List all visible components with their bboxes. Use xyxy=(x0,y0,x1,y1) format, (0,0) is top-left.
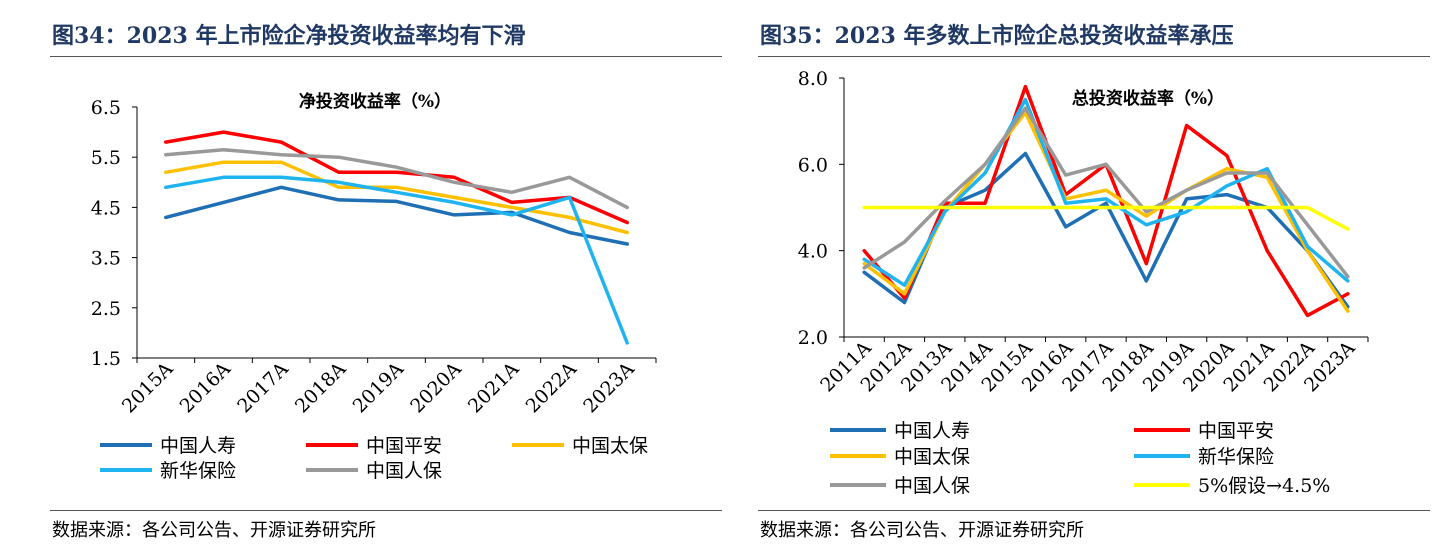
right-legend-label: 新华保险 xyxy=(1198,446,1274,468)
left-bottom-rule xyxy=(50,510,722,511)
right-figure-title: 图35：2023 年多数上市险企总投资收益率承压 xyxy=(760,23,1234,49)
right-figure-panel: 图35：2023 年多数上市险企总投资收益率承压 2.0 4.0 6.0 8.0 201… xyxy=(728,0,1456,559)
left-x-tick-label: 2022A xyxy=(522,358,582,418)
left-x-tick-label: 2019A xyxy=(349,358,409,418)
right-series-line xyxy=(862,106,1350,279)
left-series-line xyxy=(164,175,629,345)
right-legend-label: 中国人寿 xyxy=(894,420,970,442)
right-chart-title: 总投资收益率（%） xyxy=(1072,88,1224,109)
left-chart-title: 净投资收益率（%） xyxy=(299,91,451,112)
right-series-line xyxy=(862,205,1350,231)
left-y-tick-label: 2.5 xyxy=(91,298,121,320)
right-y-tick-label: 2.0 xyxy=(798,327,828,349)
left-top-rule xyxy=(50,56,722,57)
left-x-tick-label: 2017A xyxy=(233,358,293,418)
left-x-tick-label: 2023A xyxy=(579,358,639,418)
left-y-tick-label: 3.5 xyxy=(91,248,121,270)
left-series-line xyxy=(164,185,629,246)
right-y-tick-label: 8.0 xyxy=(798,68,828,90)
left-source-note: 数据来源：各公司公告、开源证券研究所 xyxy=(52,520,376,541)
left-x-tick-label: 2020A xyxy=(406,358,466,418)
left-x-tick-label: 2021A xyxy=(464,358,524,418)
left-y-tick-label: 6.5 xyxy=(91,97,121,119)
right-y-tick-label: 4.0 xyxy=(798,241,828,263)
left-x-tick-label: 2015A xyxy=(118,358,178,418)
left-legend-label: 中国人寿 xyxy=(160,435,236,457)
right-bottom-rule xyxy=(758,510,1430,511)
right-series-line xyxy=(862,110,1350,313)
left-series-line xyxy=(164,147,629,210)
left-y-tick-label: 5.5 xyxy=(91,147,121,169)
left-y-tick-label: 4.5 xyxy=(91,197,121,219)
left-series-line xyxy=(164,160,629,235)
left-chart: 1.52.53.54.55.56.52015A2016A2017A2018A20… xyxy=(91,91,657,482)
left-legend-label: 中国太保 xyxy=(572,435,648,457)
left-x-tick-label: 2016A xyxy=(176,358,236,418)
left-figure-panel: 图34：2023 年上市险企净投资收益率均有下滑 1.5 2.5 3.5 4.5 5.5… xyxy=(50,23,722,541)
left-y-tick-label: 1.5 xyxy=(91,348,121,370)
right-series-line xyxy=(862,84,1350,318)
right-legend-label: 中国人保 xyxy=(894,475,970,497)
right-source-note: 数据来源：各公司公告、开源证券研究所 xyxy=(760,520,1084,541)
right-y-tick-label: 6.0 xyxy=(798,154,828,176)
right-top-rule xyxy=(758,56,1430,57)
left-x-tick-label: 2018A xyxy=(291,358,351,418)
left-legend-label: 新华保险 xyxy=(160,460,236,482)
right-legend-label: 5%假设→4.5% xyxy=(1198,475,1330,497)
left-figure-title: 图34：2023 年上市险企净投资收益率均有下滑 xyxy=(52,23,526,49)
right-chart: 2.04.06.08.02011A2012A2013A2014A2015A201… xyxy=(798,68,1369,497)
right-legend-label: 中国平安 xyxy=(1198,420,1274,442)
left-legend-label: 中国平安 xyxy=(366,435,442,457)
left-legend-label: 中国人保 xyxy=(366,460,442,482)
right-series-line xyxy=(862,97,1350,287)
left-series-line xyxy=(164,130,629,225)
right-legend-label: 中国太保 xyxy=(894,446,970,468)
